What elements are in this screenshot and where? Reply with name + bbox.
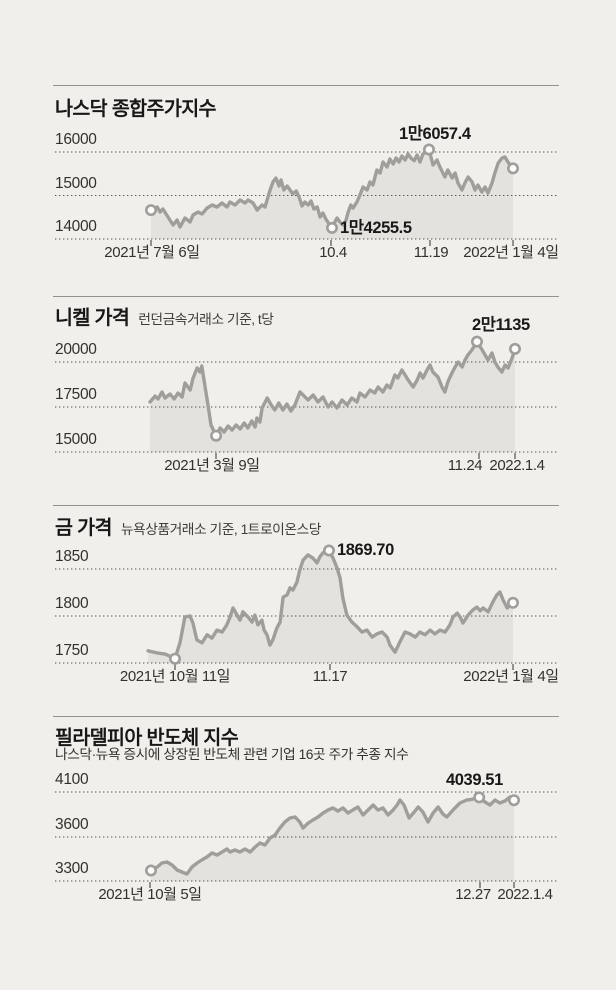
x-axis-label: 11.19: [413, 244, 449, 261]
y-axis-label: 17500: [55, 386, 97, 403]
y-axis-label: 15000: [55, 174, 97, 192]
y-axis-label: 4100: [55, 771, 89, 788]
chart-title: 금 가격: [55, 517, 112, 539]
y-axis-label: 16000: [55, 131, 97, 148]
section-divider: [53, 296, 559, 297]
chart-header: 니켈 가격 런던금속거래소 기준, t당: [55, 301, 274, 330]
data-label-high: 4039.51: [446, 771, 503, 789]
x-axis-label: 11.17: [312, 668, 348, 685]
data-label-high: 2만1135: [472, 316, 530, 334]
y-axis-label: 3300: [55, 860, 89, 877]
y-axis-label: 15000: [55, 431, 97, 448]
y-axis-label: 1750: [55, 642, 89, 659]
x-axis-label: 2021년 10월 11일: [119, 668, 231, 685]
section-divider: [53, 505, 559, 506]
x-axis-label: 2021년 7월 6일: [104, 244, 200, 261]
x-axis-label: 2022년 1월 4일: [463, 668, 559, 685]
chart-subtitle: 런던금속거래소 기준, t당: [138, 312, 274, 327]
x-axis-label: 2022.1.4: [489, 457, 545, 474]
chart-subtitle: 나스닥·뉴욕 증시에 상장된 반도체 관련 기업 16곳 주가 추종 지수: [55, 747, 409, 762]
x-axis-label: 12.27: [455, 886, 491, 903]
x-axis-label: 2022.1.4: [497, 886, 553, 903]
chart-header: 금 가격 뉴욕상품거래소 기준, 1트로이온스당: [55, 511, 321, 540]
y-axis-label: 3600: [55, 816, 89, 833]
data-label-high: 1만6057.4: [399, 125, 471, 143]
y-axis-label: 1850: [55, 548, 89, 565]
chart-subtitle: 뉴욕상품거래소 기준, 1트로이온스당: [120, 522, 322, 537]
x-axis-label: 2021년 3월 9일: [164, 457, 260, 474]
chart-title: 나스닥 종합주가지수: [55, 98, 216, 120]
y-axis-label: 1800: [55, 595, 89, 612]
x-axis-label: 10.4: [319, 244, 347, 261]
y-axis-label: 14000: [55, 218, 97, 235]
chart-title: 필라델피아 반도체 지수: [55, 727, 239, 749]
section-divider: [53, 716, 559, 717]
data-label-low: 1만4255.5: [340, 219, 412, 237]
section-divider: [53, 85, 559, 86]
chart-header: 나스닥 종합주가지수: [55, 92, 216, 121]
x-axis-label: 11.24: [447, 457, 483, 474]
x-axis-label: 2022년 1월 4일: [463, 244, 559, 261]
y-axis-label: 20000: [55, 341, 97, 358]
chart-header: 필라델피아 반도체 지수: [55, 721, 239, 750]
data-label-high: 1869.70: [337, 541, 394, 559]
chart-title: 니켈 가격: [55, 307, 130, 329]
x-axis-label: 2021년 10월 5일: [98, 886, 202, 903]
